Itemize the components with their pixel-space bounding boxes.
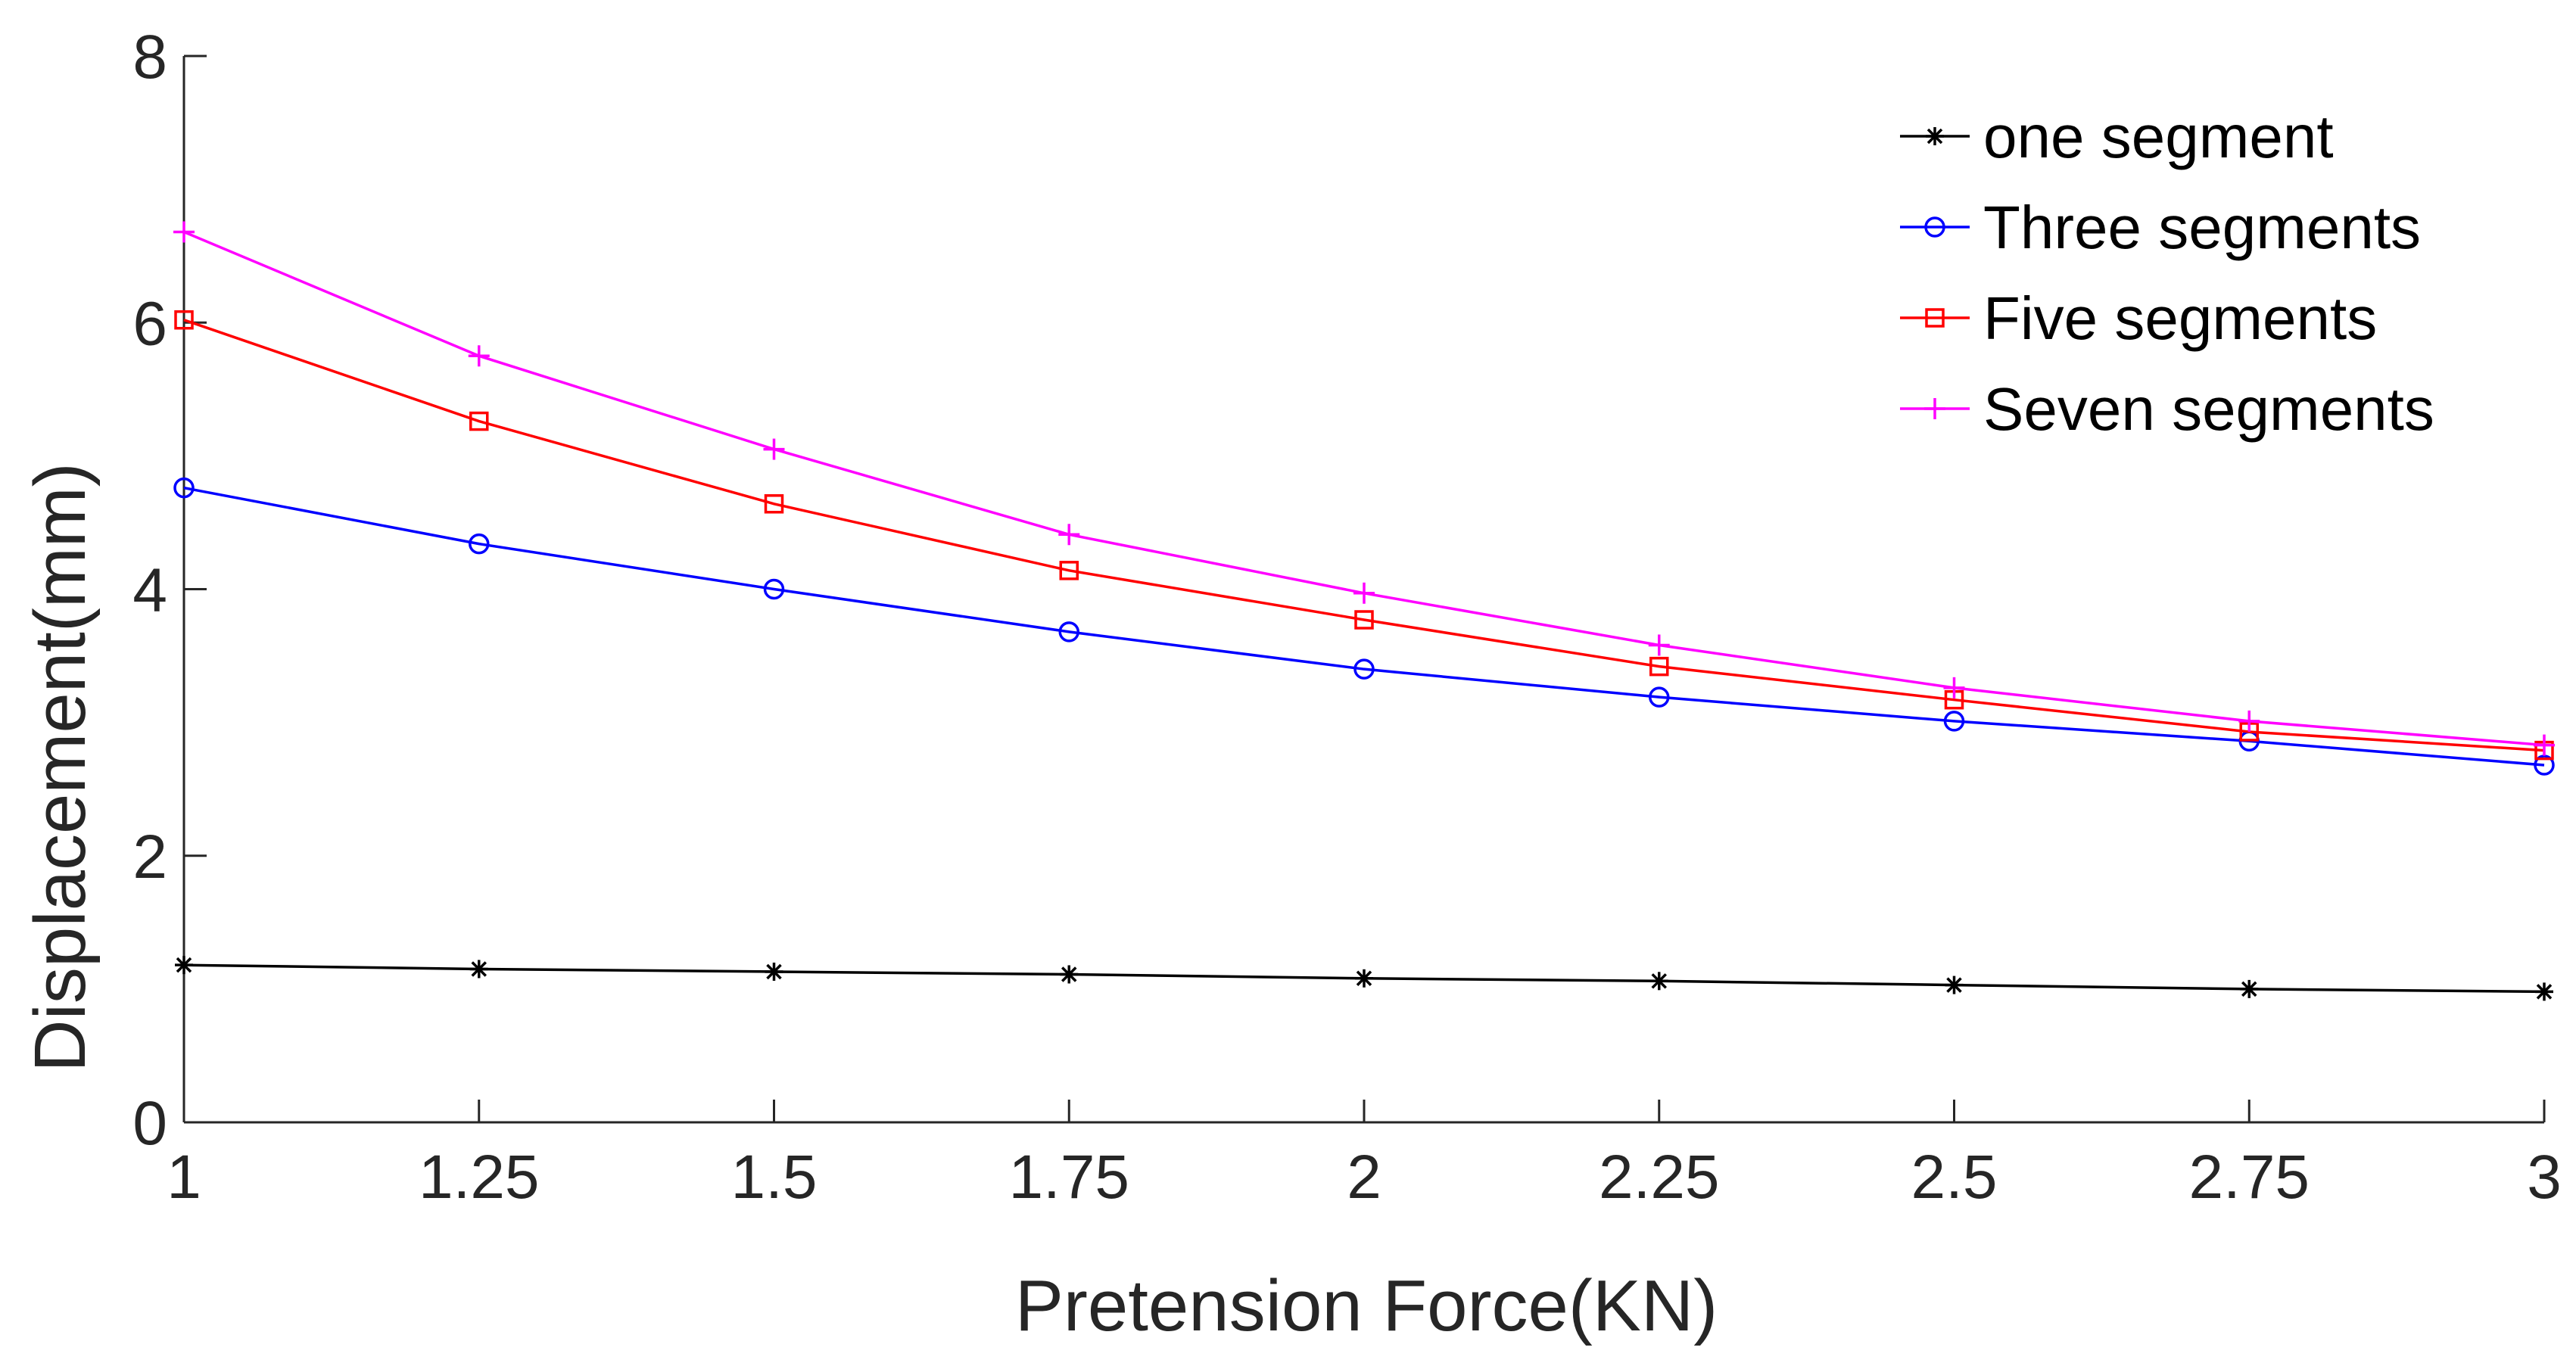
data-point	[1355, 969, 1373, 988]
data-point	[175, 956, 193, 975]
x-tick-label: 1.75	[1008, 1143, 1129, 1212]
legend-item: Five segments	[1900, 285, 2377, 352]
data-point	[469, 960, 488, 979]
x-tick-label: 3	[2527, 1143, 2562, 1212]
series-line	[183, 486, 2545, 767]
series-one-segment	[175, 956, 2553, 1001]
series-seven-segments	[173, 221, 2555, 756]
legend-item: Three segments	[1900, 194, 2421, 261]
data-point	[2535, 982, 2553, 1001]
y-tick-label: 0	[132, 1089, 167, 1158]
legend-label: Five segments	[1983, 285, 2377, 352]
data-point	[1943, 677, 1965, 699]
legend-marker	[1925, 308, 1945, 328]
legend-label: Three segments	[1983, 194, 2421, 261]
data-point	[2534, 734, 2555, 756]
x-tick-label: 2.25	[1599, 1143, 1720, 1212]
data-point	[1058, 621, 1079, 643]
legend-label: one segment	[1983, 103, 2334, 170]
data-point	[2534, 755, 2555, 776]
y-tick-label: 6	[132, 289, 167, 358]
y-axis-title: Displacement(mm)	[20, 462, 101, 1072]
data-point	[1060, 965, 1079, 984]
data-point	[1943, 711, 1965, 732]
y-tick-label: 8	[132, 23, 167, 92]
y-tick-label: 4	[132, 556, 167, 625]
legend: one segment Three segments Five segments Se…	[1900, 103, 2434, 443]
data-point	[469, 411, 489, 431]
data-point	[1353, 582, 1375, 604]
data-point	[173, 477, 195, 499]
axes: 1 1.25 1.5 1.75 2 2.25 2.5 2.75 3 0 2 4 6 8	[132, 23, 2561, 1212]
data-point	[1648, 634, 1670, 656]
data-point	[763, 578, 785, 600]
x-tick-label: 2	[1347, 1143, 1381, 1212]
y-tick-label: 2	[132, 823, 167, 891]
x-tick-label: 2.5	[1911, 1143, 1998, 1212]
data-point	[469, 533, 490, 555]
data-point	[1945, 975, 1964, 994]
data-point	[764, 494, 784, 514]
data-point	[1059, 561, 1079, 580]
data-point	[1058, 524, 1080, 546]
legend-item: Seven segments	[1900, 375, 2434, 443]
data-point	[1353, 658, 1375, 680]
data-point	[2238, 710, 2260, 732]
data-point	[174, 310, 194, 330]
data-point	[765, 962, 783, 981]
data-point	[1649, 656, 1669, 677]
data-point	[468, 345, 490, 367]
legend-marker	[1924, 216, 1945, 238]
legend-item: one segment	[1900, 103, 2334, 170]
x-axis-title: Pretension Force(KN)	[1015, 1265, 1718, 1346]
data-point	[2240, 979, 2259, 998]
data-point	[1354, 610, 1374, 630]
legend-label: Seven segments	[1983, 375, 2434, 443]
x-tick-label: 1.5	[731, 1143, 818, 1212]
data-point	[1649, 972, 1668, 991]
series-line	[183, 319, 2545, 752]
x-tick-label: 2.75	[2188, 1143, 2310, 1212]
data-point	[763, 438, 785, 460]
x-tick-label: 1	[167, 1143, 201, 1212]
x-tick-label: 1.25	[419, 1143, 540, 1212]
legend-marker	[1926, 127, 1944, 145]
legend-marker	[1924, 398, 1945, 419]
data-point	[173, 221, 195, 243]
series-layer	[173, 221, 2555, 1001]
data-point	[1649, 686, 1670, 708]
